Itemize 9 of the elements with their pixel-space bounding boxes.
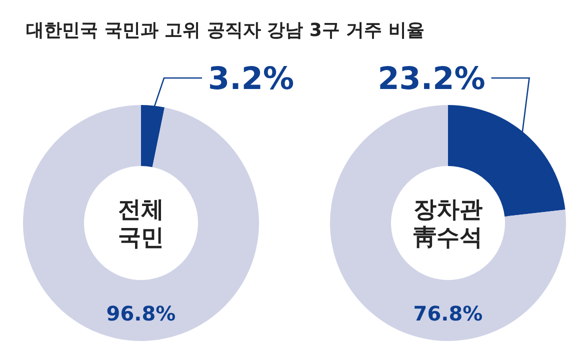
chart-title: 대한민국 국민과 고위 공직자 강남 3구 거주 비율 xyxy=(26,20,424,41)
text: 장차관 靑수석 xyxy=(412,197,482,251)
donut-slice xyxy=(330,105,566,341)
text: 전체 국민 xyxy=(118,197,164,251)
data-label: 96.8% xyxy=(106,302,176,326)
data-label: 23.2% xyxy=(378,61,486,97)
data-label: 3.2% xyxy=(208,61,294,97)
donut-slice xyxy=(23,105,259,341)
data-label: 76.8% xyxy=(413,302,483,326)
